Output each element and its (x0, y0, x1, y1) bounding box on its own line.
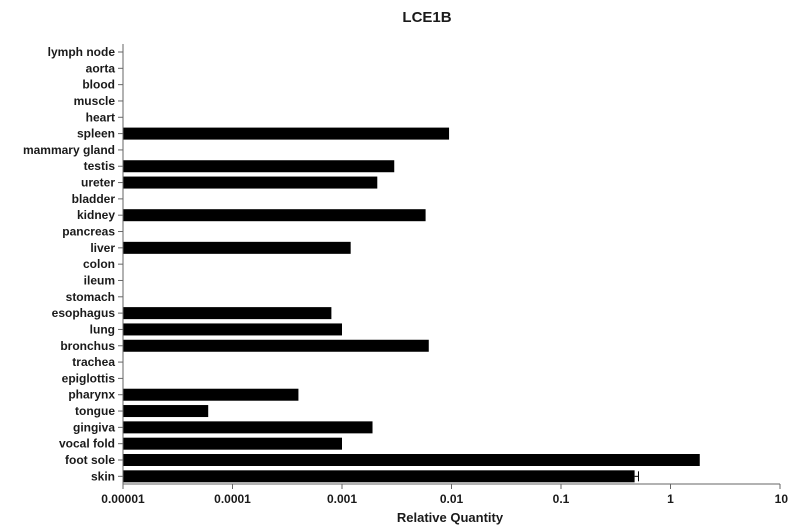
bar (123, 388, 299, 401)
bar (123, 470, 635, 483)
bar (123, 421, 373, 434)
category-label: ileum (84, 273, 115, 287)
category-label: esophagus (52, 306, 116, 320)
x-axis-label: Relative Quantity (397, 510, 504, 525)
error-bars (634, 471, 639, 482)
chart-title: LCE1B (402, 9, 451, 26)
x-tick-label: 0.001 (327, 492, 357, 506)
bar (123, 339, 429, 352)
x-tick-label: 0.00001 (101, 492, 145, 506)
category-label: lymph node (48, 45, 116, 59)
category-label: pancreas (62, 225, 115, 239)
x-tick-label: 10 (775, 492, 789, 506)
bar (123, 454, 700, 466)
category-label: mammary gland (23, 143, 115, 157)
category-label: ureter (81, 176, 115, 190)
bar (123, 241, 351, 254)
category-label: foot sole (65, 453, 115, 467)
category-label: bladder (72, 192, 116, 206)
bars (123, 127, 700, 483)
bar (123, 209, 426, 222)
category-label: aorta (86, 61, 116, 75)
bar (123, 176, 378, 189)
category-label: gingiva (73, 420, 115, 434)
category-label: vocal fold (59, 437, 115, 451)
x-ticks: 0.00001 0.0001 0.001 0.01 0.1 1 10 (101, 484, 788, 506)
x-tick-label: 0.1 (553, 492, 570, 506)
category-label: liver (90, 241, 115, 255)
category-label: skin (91, 469, 115, 483)
category-label: lung (90, 322, 115, 336)
category-labels: lymph node aorta blood muscle heart spleen mam… (23, 45, 123, 483)
bar (123, 405, 209, 418)
category-label: blood (82, 78, 115, 92)
x-tick-label: 0.0001 (214, 492, 251, 506)
category-label: spleen (77, 127, 115, 141)
category-label: tongue (75, 404, 115, 418)
category-label: epiglottis (62, 371, 116, 385)
category-label: pharynx (68, 388, 115, 402)
category-label: heart (86, 110, 115, 124)
category-label: colon (83, 257, 115, 271)
x-tick-label: 0.01 (440, 492, 464, 506)
bar (123, 307, 332, 320)
category-label: kidney (77, 208, 115, 222)
bar (123, 323, 342, 336)
bar (123, 127, 450, 140)
bar (123, 437, 342, 450)
x-tick-label: 1 (667, 492, 674, 506)
category-label: stomach (66, 290, 115, 304)
category-label: muscle (74, 94, 116, 108)
category-label: trachea (72, 355, 115, 369)
category-label: bronchus (60, 339, 115, 353)
bar (123, 160, 395, 173)
category-label: testis (84, 159, 116, 173)
